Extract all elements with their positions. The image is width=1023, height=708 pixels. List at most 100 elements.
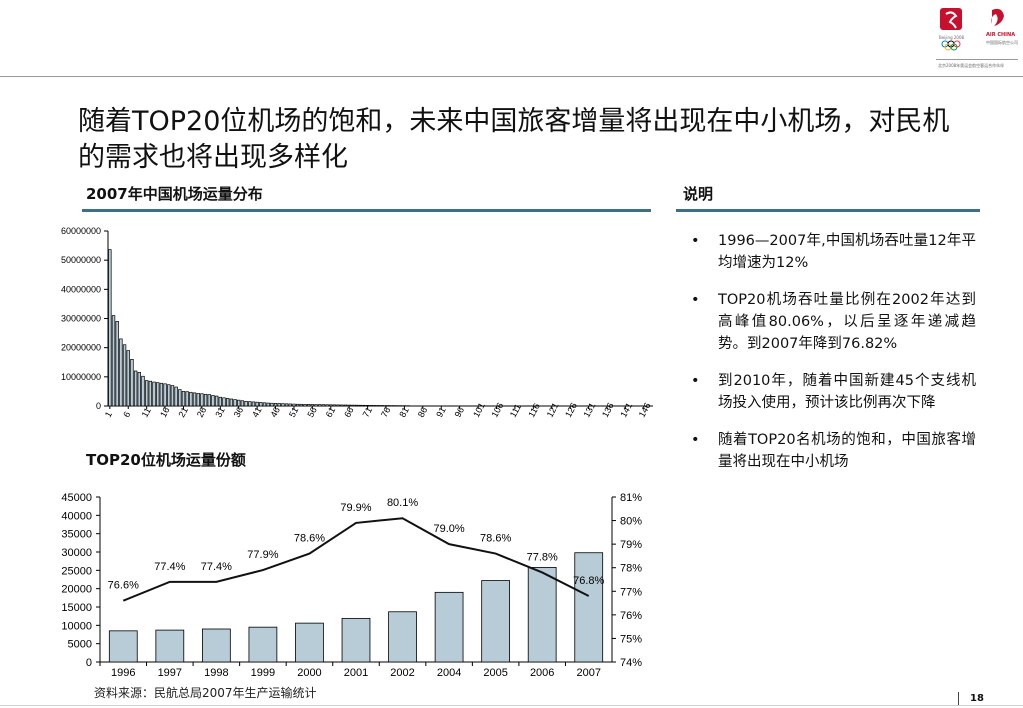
left-y-tick-label: 20000 xyxy=(61,584,92,596)
distribution-bar xyxy=(270,402,274,407)
x-tick-label: 36 xyxy=(232,405,246,419)
explanation-title: 说明 xyxy=(683,185,714,203)
distribution-bar xyxy=(237,399,241,407)
distribution-bar xyxy=(119,338,123,407)
x-tick-label: 126 xyxy=(563,401,579,419)
left-y-tick-label: 40000 xyxy=(61,510,92,522)
left-title-rule xyxy=(82,209,651,212)
x-tick-label: 2006 xyxy=(530,667,554,679)
bullet-item: TOP20机场吞吐量比例在2002年达到高峰值80.06%，以后呈逐年递减趋势。… xyxy=(691,289,976,355)
traffic-bar xyxy=(201,628,231,663)
footer-divider xyxy=(0,705,1023,706)
x-tick-label: 16 xyxy=(158,405,172,419)
distribution-bar xyxy=(130,358,134,407)
distribution-bar xyxy=(347,404,351,407)
distribution-bar xyxy=(167,384,171,407)
distribution-bar xyxy=(108,249,112,407)
air-china-logo xyxy=(991,8,1004,26)
share-data-label: 80.1% xyxy=(387,497,418,509)
x-tick-label: 1996 xyxy=(111,667,135,679)
distribution-bar xyxy=(240,400,245,407)
distribution-bar xyxy=(196,393,200,407)
x-tick-label: 76 xyxy=(379,405,393,419)
x-tick-label: 146 xyxy=(637,401,653,419)
distribution-bar xyxy=(152,381,156,407)
distribution-bar xyxy=(111,315,116,407)
left-y-tick-label: 30000 xyxy=(61,547,92,559)
distribution-bar xyxy=(310,404,315,407)
x-tick-label: 31 xyxy=(213,405,227,419)
distribution-bar xyxy=(115,321,119,407)
x-tick-label: 2005 xyxy=(483,667,507,679)
distribution-bar xyxy=(141,375,145,407)
distribution-bar xyxy=(343,404,348,407)
x-tick-label: 66 xyxy=(342,405,356,419)
right-y-tick-label: 75% xyxy=(620,633,642,645)
share-data-label: 79.9% xyxy=(340,502,371,514)
x-tick-label: 91 xyxy=(434,405,448,419)
share-data-label: 79.0% xyxy=(433,523,464,535)
y-tick-label: 20000000 xyxy=(61,343,101,353)
traffic-bar xyxy=(295,622,324,663)
distribution-bar xyxy=(336,404,340,407)
distribution-bar xyxy=(122,344,127,407)
page-number: 18 xyxy=(970,693,984,704)
distribution-bar xyxy=(218,396,223,407)
x-tick-label: 1 xyxy=(103,410,114,419)
x-tick-label: 1997 xyxy=(158,667,182,679)
share-data-label: 76.8% xyxy=(573,575,604,587)
y-tick-label: 30000000 xyxy=(61,314,101,324)
distribution-bar xyxy=(222,397,226,407)
distribution-bar xyxy=(376,405,381,407)
left-y-tick-label: 0 xyxy=(86,657,92,669)
distribution-bar xyxy=(207,394,211,407)
x-tick-label: 6 xyxy=(121,410,132,419)
x-tick-label: 56 xyxy=(305,405,319,419)
x-tick-label: 21 xyxy=(176,405,190,419)
distribution-bar xyxy=(163,383,167,407)
x-tick-label: 141 xyxy=(618,401,634,419)
x-tick-label: 26 xyxy=(195,405,209,419)
share-data-label: 77.4% xyxy=(201,561,232,573)
distribution-bar xyxy=(248,401,252,407)
distribution-bar xyxy=(358,404,362,407)
distribution-bar xyxy=(362,404,366,407)
share-data-label: 78.6% xyxy=(294,533,325,545)
distribution-bar xyxy=(200,393,204,407)
distribution-bar xyxy=(170,385,175,407)
traffic-bar xyxy=(108,630,138,663)
traffic-bar xyxy=(341,617,371,663)
air-china-subcaption: 中国国际航空公司 xyxy=(986,40,1018,45)
share-data-label: 77.8% xyxy=(527,551,558,563)
distribution-bar xyxy=(189,391,193,407)
right-y-tick-label: 80% xyxy=(620,516,642,528)
left-y-tick-label: 10000 xyxy=(61,620,92,632)
distribution-bar xyxy=(185,391,189,407)
airport-distribution-chart: 0 10000000 20000000 30000000 40000000 5000000… xyxy=(61,226,653,419)
x-tick-label: 131 xyxy=(581,401,597,419)
distribution-bar xyxy=(251,401,256,407)
right-y-tick-label: 77% xyxy=(620,586,642,598)
x-tick-label: 51 xyxy=(287,405,301,419)
distribution-bar xyxy=(225,398,230,407)
traffic-bar xyxy=(527,567,557,663)
slide-title: 随着TOP20位机场的饱和，未来中国旅客增量将出现在中小机场，对民机的需求也将出… xyxy=(78,106,950,173)
x-tick-label: 121 xyxy=(545,401,561,419)
right-y-tick-label: 79% xyxy=(620,539,642,551)
right-y-tick-label: 76% xyxy=(620,610,642,622)
distribution-bar xyxy=(174,386,178,407)
sponsor-statement: 北京2008年奥运会航空客运合作伙伴 xyxy=(938,63,1005,68)
distribution-bar xyxy=(259,402,263,407)
distribution-bar xyxy=(329,404,333,407)
x-tick-label: 81 xyxy=(397,405,411,419)
beijing-logo-caption: Beijing 2008 xyxy=(939,35,965,40)
distribution-bar xyxy=(318,404,322,407)
x-tick-label: 1998 xyxy=(204,667,228,679)
x-tick-label: 41 xyxy=(250,405,264,419)
x-tick-label: 46 xyxy=(268,405,282,419)
y-tick-label: 60000000 xyxy=(61,226,101,236)
bullet-item: 到2010年，随着中国新建45个支线机场投入使用，预计该比例再次下降 xyxy=(691,370,976,414)
explanation-list: 1996—2007年,中国机场吞吐量12年平均增速为12% TOP20机场吞吐量… xyxy=(691,230,976,488)
distribution-bar xyxy=(292,403,296,407)
distribution-bar xyxy=(281,403,285,407)
